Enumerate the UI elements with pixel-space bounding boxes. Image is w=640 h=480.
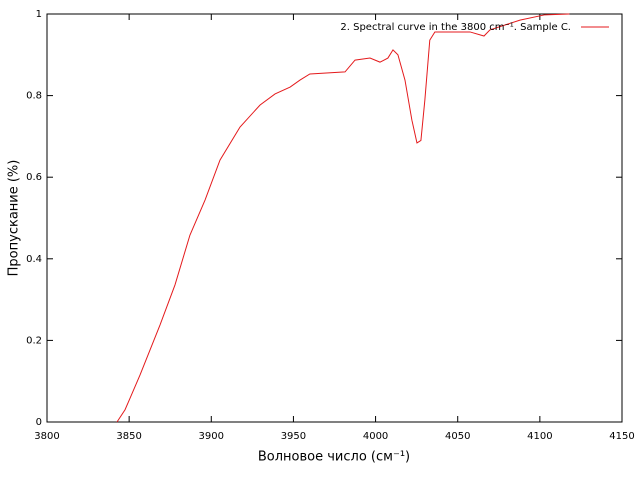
legend-label: 2. Spectral curve in the 3800 cm⁻¹. Samp… <box>340 22 571 33</box>
x-tick-label: 3900 <box>199 431 224 442</box>
y-tick-label: 0.6 <box>26 172 42 183</box>
y-tick-label: 0 <box>36 417 42 428</box>
y-tick-label: 0.4 <box>26 254 42 265</box>
y-tick-label: 0.2 <box>26 335 42 346</box>
plot-frame <box>46 13 623 423</box>
x-tick-label: 4100 <box>527 431 552 442</box>
y-tick-label: 0.8 <box>26 91 42 102</box>
x-tick-label: 4050 <box>445 431 470 442</box>
data-line <box>116 13 570 423</box>
x-tick-label: 3800 <box>34 431 59 442</box>
x-tick-label: 3950 <box>281 431 306 442</box>
x-tick-label: 3850 <box>116 431 141 442</box>
x-axis-label: Волновое число (см⁻¹) <box>258 450 410 465</box>
y-axis-label: Пропускание (%) <box>7 160 22 277</box>
x-tick-label: 4000 <box>363 431 388 442</box>
x-tick-label: 4150 <box>609 431 634 442</box>
y-tick-label: 1 <box>36 9 42 20</box>
